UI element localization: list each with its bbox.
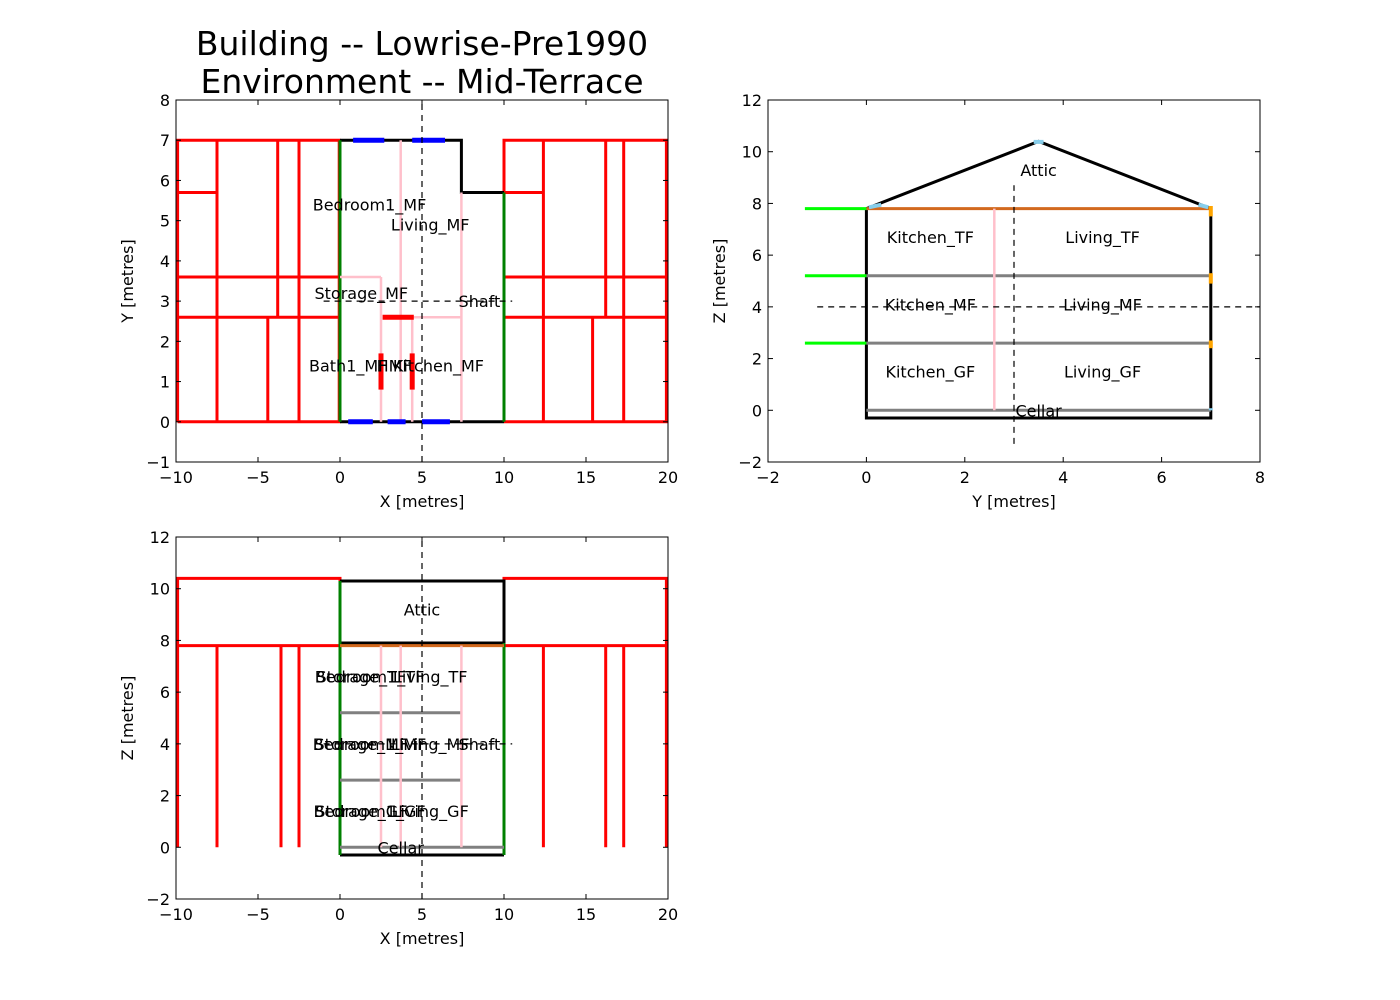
section-xz-xtick-label-6: 20: [658, 905, 678, 924]
section-yz-xtick-label-4: 6: [1157, 468, 1167, 487]
plan-room-label-0: Bedroom1_MF: [313, 196, 427, 216]
section-xz-xtick-label-2: 0: [335, 905, 345, 924]
section-xz-room-label-3: Living_TF: [393, 668, 468, 688]
section-xz-ytick-label-7: 12: [150, 528, 170, 547]
plan-ytick-label-7: 6: [160, 171, 170, 190]
section-xz-y-axis-label: Z [metres]: [118, 676, 137, 761]
plan-room-label-2: Storage_MF: [315, 284, 409, 304]
section-xz-room-label-0: Attic: [404, 600, 440, 619]
section-xz-xtick-label-5: 15: [576, 905, 596, 924]
plan-y-axis-label: Y [metres]: [118, 239, 137, 323]
section-yz-room-label-1: Kitchen_TF: [887, 228, 974, 248]
figure-title-line-1: Building -- Lowrise-Pre1990: [196, 24, 648, 63]
section-yz-room-label-0: Attic: [1020, 161, 1056, 180]
plan-ytick-label-0: −1: [146, 453, 170, 472]
plan-ytick-label-2: 1: [160, 373, 170, 392]
section-xz-room-label-8: Storage_GF: [315, 802, 407, 822]
section-yz-ytick-label-7: 12: [742, 91, 762, 110]
plan-room-label-1: Living_MF: [391, 216, 470, 236]
section-yz-line-12: [1197, 202, 1209, 210]
plan-room-label-6: Kitchen_MF: [393, 356, 484, 376]
plan-line-0: [176, 138, 341, 424]
section-xz-ytick-label-1: 0: [160, 838, 170, 857]
section-yz-x-axis-label: Y [metres]: [971, 492, 1055, 511]
plan-ytick-label-4: 3: [160, 292, 170, 311]
section-yz-panel: Attic Kitchen_TF Living_TF Kitchen_MF Living…: [710, 91, 1265, 511]
plan-room-label-4: Bath1_MF: [309, 356, 387, 376]
plan-x-axis-label: X [metres]: [380, 492, 465, 511]
section-yz-room-label-2: Living_TF: [1065, 228, 1140, 248]
plan-ytick-label-1: 0: [160, 413, 170, 432]
section-yz-xtick-label-2: 2: [960, 468, 970, 487]
section-yz-room-label-6: Living_GF: [1064, 363, 1141, 383]
plan-ytick-label-8: 7: [160, 131, 170, 150]
section-xz-room-label-11: Cellar: [378, 838, 425, 857]
section-yz-axes-frame: [767, 99, 1261, 463]
section-xz-room-label-4: Storage_MF: [315, 735, 409, 755]
plan-room-label-3: Shaft: [459, 292, 501, 311]
section-yz-room-label-4: Living_MF: [1063, 295, 1142, 315]
plan-xtick-label-6: 20: [658, 468, 678, 487]
section-xz-ytick-label-2: 2: [160, 787, 170, 806]
plan-xtick-label-5: 15: [576, 468, 596, 487]
plan-xtick-label-0: −10: [159, 468, 193, 487]
plan-xtick-label-2: 0: [335, 468, 345, 487]
section-yz-room-label-5: Kitchen_GF: [885, 363, 975, 383]
section-xz-room-label-6: Living_MF: [391, 735, 470, 755]
plan-ytick-label-5: 4: [160, 252, 170, 271]
section-xz-room-label-9: Bedroom1_GF: [313, 802, 425, 822]
plan-line-8: [502, 138, 668, 424]
section-yz-line-1: [864, 208, 1213, 420]
section-xz-room-label-5: Bedroom1_MF: [313, 735, 427, 755]
plan-room-label-5: HMF: [377, 356, 412, 375]
section-yz-ytick-label-1: 0: [752, 401, 762, 420]
plan-xtick-label-3: 5: [417, 468, 427, 487]
section-yz-room-label-7: Cellar: [1015, 401, 1062, 420]
section-yz-ytick-label-5: 8: [752, 194, 762, 213]
section-yz-line-11: [868, 202, 882, 210]
section-yz-plot-area: Attic Kitchen_TF Living_TF Kitchen_MF Living…: [804, 139, 1260, 444]
section-yz-xtick-label-3: 4: [1058, 468, 1068, 487]
section-xz-room-label-7: Shaft: [459, 735, 501, 754]
section-yz-xtick-label-5: 8: [1255, 468, 1265, 487]
section-yz-ytick-label-6: 10: [742, 143, 762, 162]
section-yz-y-axis-label: Z [metres]: [710, 239, 729, 324]
section-xz-line-0: [176, 576, 342, 848]
section-yz-ytick-label-2: 2: [752, 350, 762, 369]
section-xz-ytick-label-5: 8: [160, 631, 170, 650]
section-xz-room-label-10: Living_GF: [392, 802, 469, 822]
section-yz-ytick-label-4: 6: [752, 246, 762, 265]
section-xz-xtick-label-1: −5: [246, 905, 270, 924]
section-xz-xtick-label-4: 10: [494, 905, 514, 924]
section-xz-ytick-label-3: 4: [160, 735, 170, 754]
plan-ytick-label-3: 2: [160, 332, 170, 351]
section-xz-ytick-label-0: −2: [146, 890, 170, 909]
plan-ytick-label-9: 8: [160, 91, 170, 110]
section-yz-ytick-label-0: −2: [738, 453, 762, 472]
section-yz-xtick-label-0: −2: [756, 468, 780, 487]
plan-xtick-label-4: 10: [494, 468, 514, 487]
section-xz-line-4: [502, 576, 668, 848]
section-xz-ytick-label-4: 6: [160, 683, 170, 702]
section-xz-room-label-2: Bedroom1_TF: [315, 668, 425, 688]
section-yz-ytick-label-3: 4: [752, 298, 762, 317]
section-xz-x-axis-label: X [metres]: [380, 929, 465, 948]
plan-ytick-label-6: 5: [160, 212, 170, 231]
section-xz-ytick-label-6: 10: [150, 580, 170, 599]
section-yz-room-label-3: Kitchen_MF: [885, 295, 976, 315]
section-xz-xtick-label-0: −10: [159, 905, 193, 924]
plan-xtick-label-1: −5: [246, 468, 270, 487]
section-xz-xtick-label-3: 5: [417, 905, 427, 924]
section-yz-xtick-label-1: 0: [861, 468, 871, 487]
figure-title-line-2: Environment -- Mid-Terrace: [200, 62, 643, 101]
section-xz-room-label-1: Storage_TF: [317, 668, 407, 688]
